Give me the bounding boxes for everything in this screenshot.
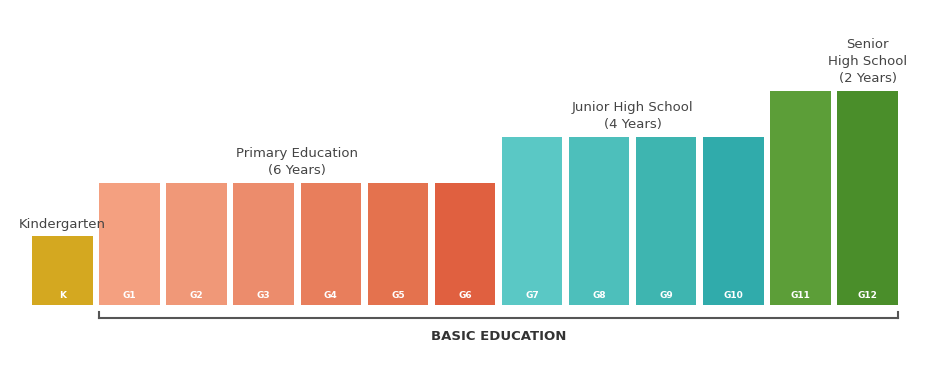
Text: G11: G11 [791,291,810,301]
Text: Kindergarten: Kindergarten [19,218,106,231]
Text: G8: G8 [592,291,606,301]
Bar [770,91,831,305]
Text: Senior
High School
(2 Years): Senior High School (2 Years) [828,38,907,86]
Bar [100,183,160,305]
Text: G7: G7 [525,291,539,301]
Text: G2: G2 [190,291,203,301]
Text: G6: G6 [458,291,472,301]
Text: G12: G12 [857,291,877,301]
Text: G3: G3 [257,291,271,301]
Text: G9: G9 [659,291,673,301]
Text: G5: G5 [391,291,405,301]
Text: BASIC EDUCATION: BASIC EDUCATION [431,330,566,343]
Bar [166,183,227,305]
Bar [636,137,697,305]
Text: G1: G1 [123,291,136,301]
Text: K: K [59,291,66,301]
Bar [569,137,630,305]
Bar [32,236,93,305]
Text: Primary Education
(6 Years): Primary Education (6 Years) [236,147,358,177]
Bar [502,137,562,305]
Bar [233,183,294,305]
Text: Junior High School
(4 Years): Junior High School (4 Years) [572,101,694,131]
Text: G4: G4 [324,291,337,301]
Bar [703,137,763,305]
Bar [368,183,428,305]
Bar [301,183,361,305]
Text: G10: G10 [724,291,744,301]
Bar [838,91,898,305]
Bar [435,183,495,305]
